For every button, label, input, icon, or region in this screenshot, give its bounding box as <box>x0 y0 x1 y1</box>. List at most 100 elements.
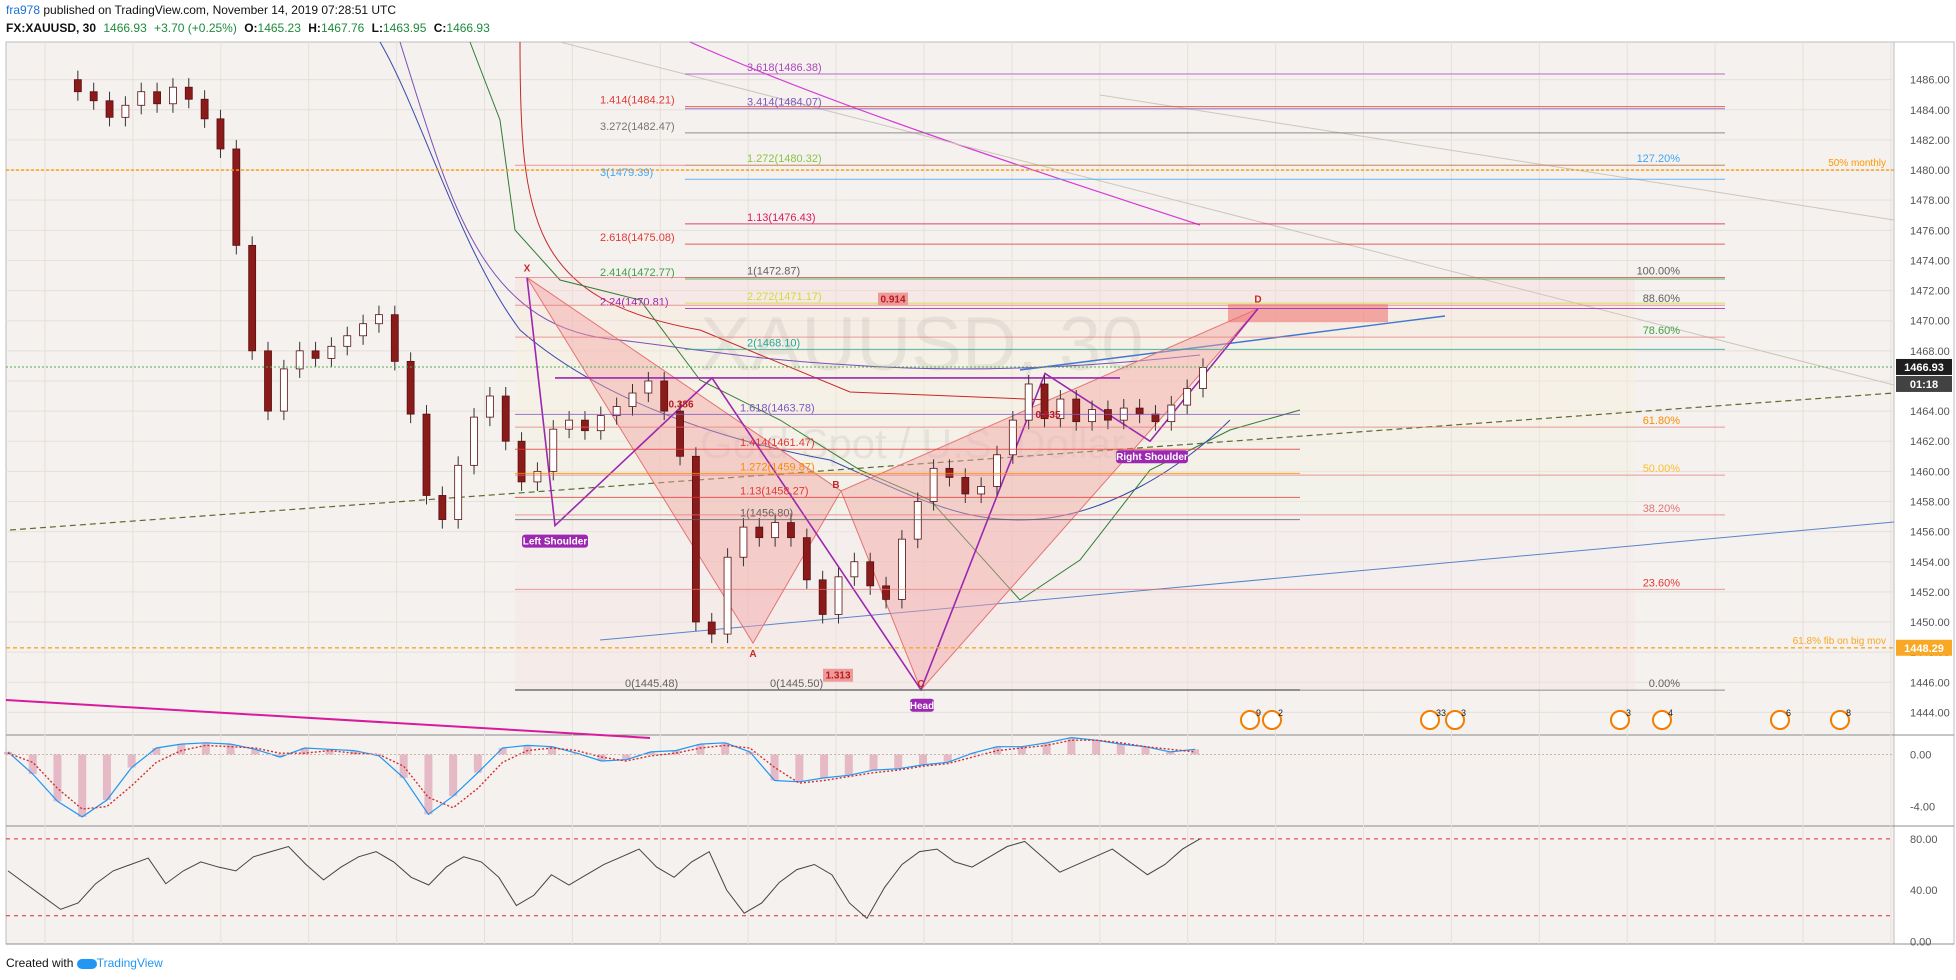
macd-histogram-bar <box>894 754 903 769</box>
rsi-y-tick: 80.00 <box>1910 834 1938 846</box>
green-dashed-trendline <box>9 392 1895 531</box>
macd-histogram-bar <box>548 746 557 755</box>
macd-histogram-bar <box>28 754 37 774</box>
candle-body <box>882 585 890 600</box>
macd-histogram-bar <box>622 754 631 760</box>
macd-histogram-bar <box>770 754 779 781</box>
y-tick-label: 1450.00 <box>1910 617 1950 629</box>
candle-body <box>691 455 700 623</box>
candle-body <box>1024 383 1033 421</box>
fib-band <box>515 427 1635 476</box>
price-chart[interactable]: XAUUSD, 30 Gold Spot / U.S. Dollar 3.618… <box>0 0 1956 950</box>
publisher-name[interactable]: fra978 <box>6 3 41 17</box>
blue-ma-line <box>379 41 1231 521</box>
right-shoulder-badge <box>1116 450 1188 464</box>
candle-body <box>501 395 510 442</box>
prz-zone <box>1228 304 1388 323</box>
fib-retracement-label: 127.20% <box>1637 153 1681 165</box>
last-price: 1466.93 <box>103 21 147 35</box>
candle-body <box>327 345 336 359</box>
y-tick-label: 1476.00 <box>1910 225 1950 237</box>
event-count: 3 <box>1626 708 1631 718</box>
pattern-label: Head <box>910 701 934 712</box>
macd-histogram-bar <box>1092 740 1101 755</box>
macd-histogram-bar <box>53 754 62 802</box>
low-label: L: <box>371 21 383 35</box>
tradingview-logo-icon <box>76 958 97 969</box>
candle-body <box>533 470 542 483</box>
fib-band <box>515 589 1635 691</box>
trend-lines <box>5 41 1895 739</box>
candle-body <box>834 576 843 615</box>
macd-histogram-bar <box>424 754 433 815</box>
bar-countdown-tag-box <box>1896 375 1952 392</box>
pattern-label: D <box>1254 295 1261 306</box>
candle-body <box>913 501 922 540</box>
y-tick-label: 1456.00 <box>1910 527 1950 539</box>
candle-body <box>644 380 653 394</box>
price-change: +3.70 (+0.25%) <box>154 21 237 35</box>
close-label: C: <box>433 21 447 35</box>
fib-retracement-label: 61.80% <box>1643 415 1681 427</box>
macd-histogram-bar <box>745 751 754 755</box>
y-tick-label: 1458.00 <box>1910 496 1950 508</box>
candle-body <box>1088 409 1096 423</box>
last-price-tag: 1466.93 <box>1904 362 1944 374</box>
candle-body <box>311 350 320 359</box>
candle-body <box>200 98 209 120</box>
fib-retracement-label: 0.00% <box>1649 678 1680 690</box>
macd-histogram-bar <box>1166 751 1175 755</box>
calendar-event-icon <box>1420 710 1440 730</box>
blue-channel-line <box>1019 315 1446 371</box>
macd-histogram-bar <box>820 754 829 778</box>
fib-extension-label: 0(1445.48) <box>625 678 678 690</box>
candle-body <box>169 86 177 105</box>
calendar-event-icon <box>1770 710 1790 730</box>
candle-body <box>375 314 383 325</box>
magenta-trendline <box>5 699 651 739</box>
macd-histogram-bar <box>152 748 161 755</box>
macd-histogram-bar <box>721 742 730 755</box>
macd-y-tick: 0.00 <box>1910 750 1931 762</box>
candle-body <box>184 86 193 100</box>
fib-extension-label: 3.414(1484.07) <box>747 97 822 109</box>
macd-histogram-bar <box>300 748 309 755</box>
rsi-line <box>7 838 1201 920</box>
candle-body <box>565 419 574 430</box>
macd-histogram-bar <box>473 754 482 773</box>
fib-extension-label: 2.24(1470.81) <box>600 297 669 309</box>
monthly-level-label: 50% monthly <box>1828 158 1886 169</box>
candle-body <box>628 392 637 407</box>
candle-body <box>121 104 130 118</box>
candle-body <box>517 440 526 483</box>
event-badges: 9 2 33 3 3 4 6 8 <box>1240 708 1851 730</box>
red-step-line <box>519 41 1051 401</box>
candle-body <box>1040 383 1049 420</box>
candle-body <box>660 380 669 412</box>
fib-level-label: 61.8% fib on big mov <box>1793 636 1886 647</box>
macd-y-tick: -4.00 <box>1910 802 1935 814</box>
purple-ma-line <box>689 41 1201 226</box>
candle-body <box>739 526 748 558</box>
tradingview-link[interactable]: TradingView <box>96 956 163 970</box>
candle-body <box>406 360 415 415</box>
last-price-tag-box <box>1896 358 1952 375</box>
pattern-label: 0.835 <box>1035 410 1060 421</box>
publish-info: fra978 published on TradingView.com, Nov… <box>6 3 396 17</box>
open-value: 1465.23 <box>257 21 301 35</box>
macd-histogram-bar <box>696 744 705 755</box>
macd-histogram-bar <box>177 744 186 755</box>
ratio-badge-1 <box>878 292 908 306</box>
candle-body <box>612 406 621 417</box>
macd-histogram-bar <box>1191 749 1199 755</box>
y-tick-label: 1472.00 <box>1910 286 1950 298</box>
macd-histogram-bar <box>968 753 977 755</box>
grid <box>6 42 1894 944</box>
candle-body <box>802 537 811 581</box>
fib-extension-label: 1.272(1459.87) <box>740 461 815 473</box>
fib-extension-label: 2.414(1472.77) <box>600 267 675 279</box>
y-tick-label: 1454.00 <box>1910 557 1950 569</box>
fib-extension-label: 2.618(1475.08) <box>600 232 675 244</box>
candle-body <box>105 100 114 118</box>
pattern-label: 1.313 <box>825 671 850 682</box>
